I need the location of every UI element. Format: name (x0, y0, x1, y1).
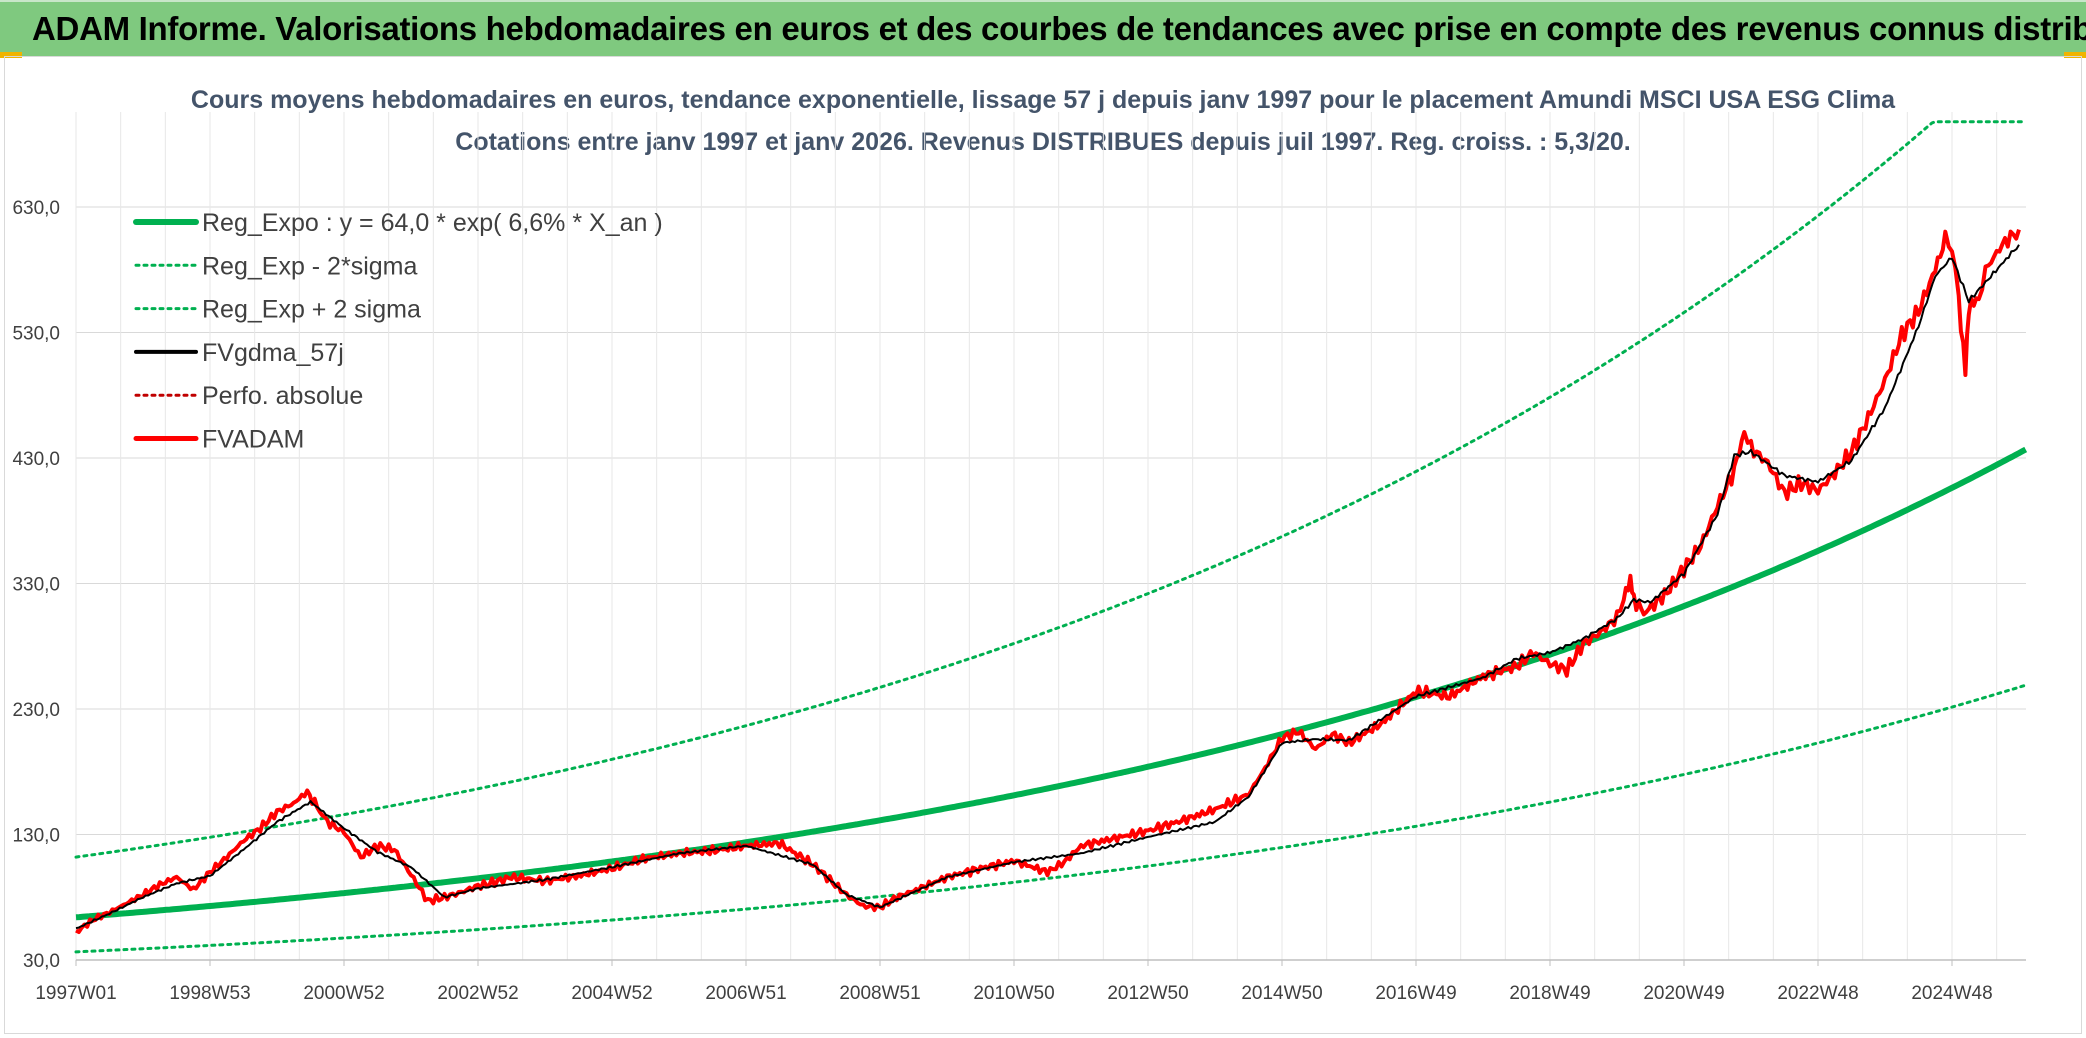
x-tick-label: 2012W50 (1107, 983, 1188, 1004)
y-tick-label: 30,0 (23, 951, 60, 972)
banner-accent-right (2064, 52, 2086, 58)
reg-expo-trend-line (75, 446, 2028, 921)
y-axis: 630,0 530,0 430,0 330,0 230,0 130,0 30,0 (12, 198, 60, 972)
x-tick-label: 2004W52 (571, 983, 652, 1004)
reg-exp-plus-2sigma-line (74, 120, 2028, 859)
legend-label: FVgdma_57j (202, 339, 344, 367)
y-tick-label: 230,0 (12, 700, 60, 721)
chart-subtitle: Cotations entre janv 1997 et janv 2026. … (455, 128, 1630, 156)
chart-frame (4, 56, 2082, 1034)
x-tick-label: 2020W49 (1643, 983, 1724, 1004)
reg-exp-minus-2sigma-line (74, 683, 2028, 954)
x-tick-label: 1997W01 (35, 983, 116, 1004)
x-tick-label: 2018W49 (1509, 983, 1590, 1004)
legend-label: Reg_Expo : y = 64,0 * exp( 6,6% * X_an ) (202, 209, 663, 237)
x-tick-label: 2000W52 (303, 983, 384, 1004)
x-tick-label: 1998W53 (169, 983, 250, 1004)
y-tick-label: 530,0 (12, 324, 60, 345)
banner-accent-left (0, 52, 22, 58)
x-tick-label: 2008W51 (839, 983, 920, 1004)
x-tick-label: 2022W48 (1777, 983, 1858, 1004)
x-tick-label: 2006W51 (705, 983, 786, 1004)
x-tick-label: 2002W52 (437, 983, 518, 1004)
y-tick-label: 430,0 (12, 449, 60, 470)
legend-label: FVADAM (202, 426, 304, 454)
series-layer (74, 120, 2028, 954)
x-tick-label: 2024W48 (1911, 983, 1992, 1004)
legend-label: Perfo. absolue (202, 382, 363, 410)
fvgdma-57j-line (75, 244, 2020, 930)
report-title: ADAM Informe. Valorisations hebdomadaire… (32, 10, 2086, 47)
legend-label: Reg_Exp + 2 sigma (202, 296, 421, 324)
x-tick-label: 2010W50 (973, 983, 1054, 1004)
x-tick-label: 2014W50 (1241, 983, 1322, 1004)
fvadam-line (75, 229, 2021, 934)
y-tick-label: 130,0 (12, 826, 60, 847)
y-tick-label: 330,0 (12, 575, 60, 596)
legend: Reg_Expo : y = 64,0 * exp( 6,6% * X_an )… (133, 209, 663, 454)
grid-lines (75, 112, 2026, 961)
y-tick-label: 630,0 (12, 198, 60, 219)
legend-label: Reg_Exp - 2*sigma (202, 252, 417, 280)
x-axis: 1997W01 1998W53 2000W52 2002W52 2004W52 2006W… (35, 959, 2026, 1004)
report-banner: ADAM Informe. Valorisations hebdomadaire… (0, 0, 2086, 58)
x-tick-label: 2016W49 (1375, 983, 1456, 1004)
chart-title: Cours moyens hebdomadaires en euros, ten… (191, 86, 1896, 114)
